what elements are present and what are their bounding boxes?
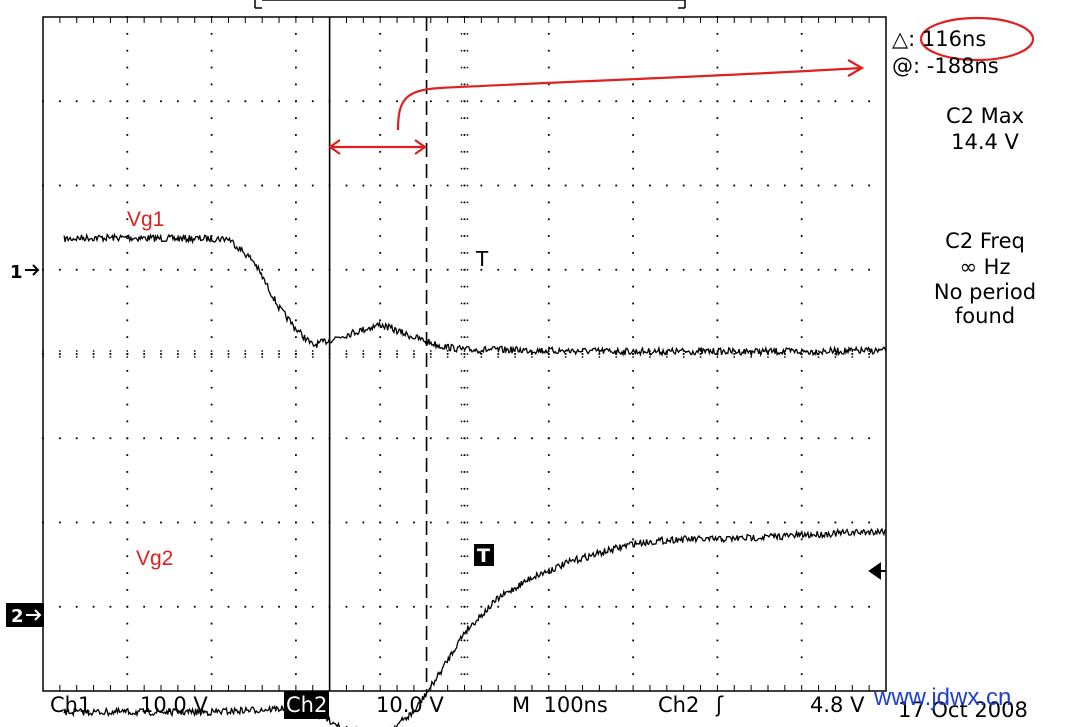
delta-readout: △: 116ns	[892, 27, 987, 51]
trigger-level-arrow-icon	[868, 562, 886, 580]
trigger-level: 4.8 V	[810, 693, 865, 717]
ch1-scale: 10.0 V	[140, 693, 208, 717]
vg1-trace	[63, 232, 887, 358]
timebase: M 100ns	[512, 693, 608, 717]
at-readout: @: -188ns	[892, 54, 999, 78]
ch1-trigger-t: T	[475, 247, 489, 271]
ch1-ground-marker: 1	[10, 262, 23, 283]
trigger-source: Ch2	[658, 693, 700, 717]
delta-icon: △	[892, 27, 909, 51]
vg1-label: Vg1	[127, 208, 165, 231]
watermark: www.jdwx.cn	[874, 684, 1012, 711]
c2freq-note-2: found	[954, 304, 1016, 328]
graticule-frame	[42, 0, 887, 692]
c2max-value: 14.4 V	[951, 130, 1019, 154]
date: 17 Oct 2008	[898, 698, 1028, 722]
vg2-trace	[63, 527, 886, 727]
c2freq-note-1: No period	[933, 280, 1037, 304]
ch2-trigger-t: T	[477, 545, 490, 567]
vg2-label: Vg2	[136, 547, 174, 570]
ch2-label: Ch2	[284, 691, 330, 719]
ch1-label: Ch1	[50, 693, 92, 717]
channel-markers: 1 2 T T	[6, 247, 886, 627]
red-annotations	[328, 16, 1035, 155]
c2freq-value: ∞ Hz	[959, 255, 1011, 279]
c2max-label: C2 Max	[945, 104, 1025, 128]
time-cursors	[328, 17, 428, 691]
ch2-scale: 10.0 V	[376, 693, 444, 717]
rising-edge-icon: ʃ	[716, 693, 724, 717]
c2freq-label: C2 Freq	[945, 229, 1025, 253]
ch2-ground-marker: 2	[11, 606, 24, 627]
graticule-grid	[42, 16, 871, 691]
